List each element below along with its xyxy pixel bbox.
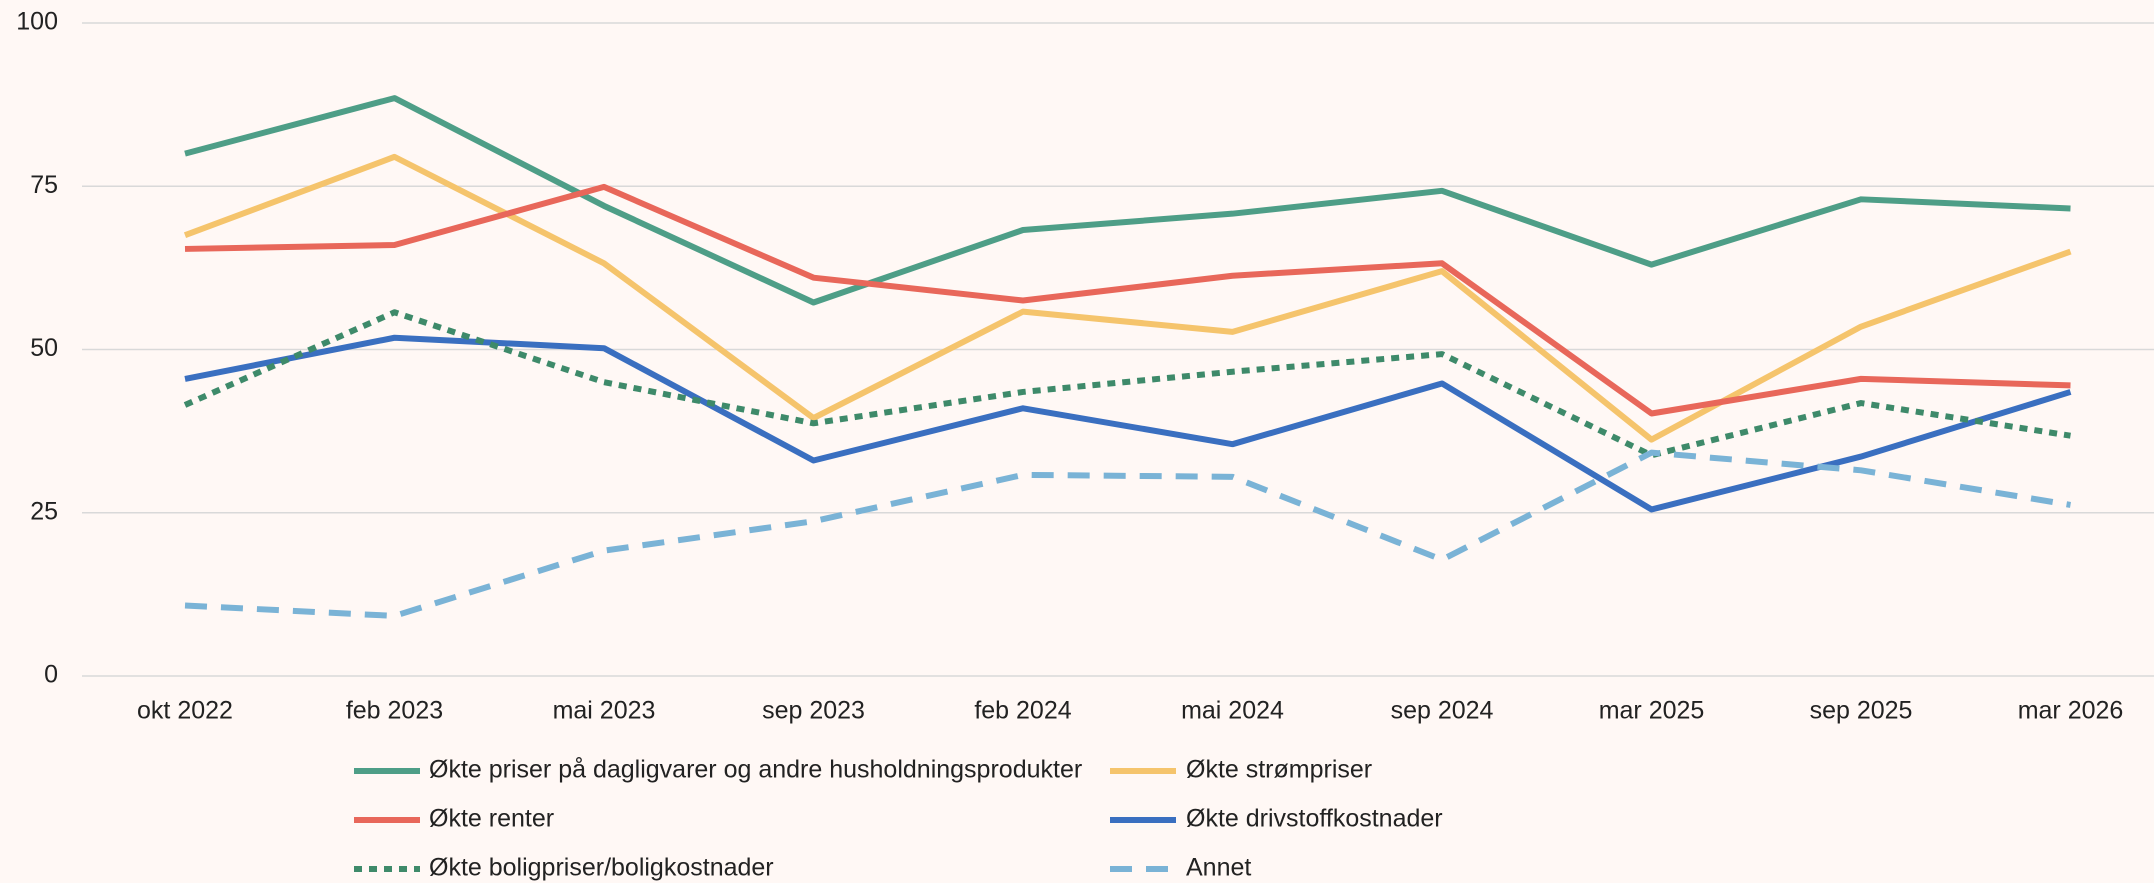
y-tick-label: 75	[30, 171, 58, 199]
x-tick-label: sep 2023	[762, 697, 865, 725]
series-line	[184, 95, 2071, 306]
x-tick-label: feb 2024	[974, 697, 1071, 725]
x-tick-label: okt 2022	[137, 697, 233, 725]
legend-label: Økte priser på dagligvarer og andre hush…	[429, 756, 1082, 784]
legend-label: Økte strømpriser	[1186, 756, 1372, 784]
series-line	[184, 334, 2072, 513]
y-tick-label: 100	[16, 8, 58, 36]
x-tick-label: sep 2024	[1391, 697, 1494, 725]
x-tick-label: feb 2023	[346, 697, 443, 725]
y-tick-label: 0	[44, 661, 58, 689]
x-tick-label: mar 2026	[2018, 697, 2124, 725]
x-tick-label: mar 2025	[1599, 697, 1705, 725]
y-tick-label: 50	[30, 334, 58, 362]
y-tick-label: 25	[30, 497, 58, 525]
legend-label: Økte renter	[429, 805, 554, 833]
x-tick-label: mai 2024	[1181, 697, 1284, 725]
series-line	[183, 153, 2072, 443]
x-tick-label: mai 2023	[553, 697, 656, 725]
series-line	[184, 183, 2071, 417]
legend-label: Annet	[1186, 854, 1251, 882]
legend-label: Økte boligpriser/boligkostnader	[429, 854, 774, 882]
legend-label: Økte drivstoffkostnader	[1186, 805, 1443, 833]
series-line	[184, 449, 2071, 619]
series-line	[183, 309, 2071, 459]
x-tick-label: sep 2025	[1810, 697, 1913, 725]
